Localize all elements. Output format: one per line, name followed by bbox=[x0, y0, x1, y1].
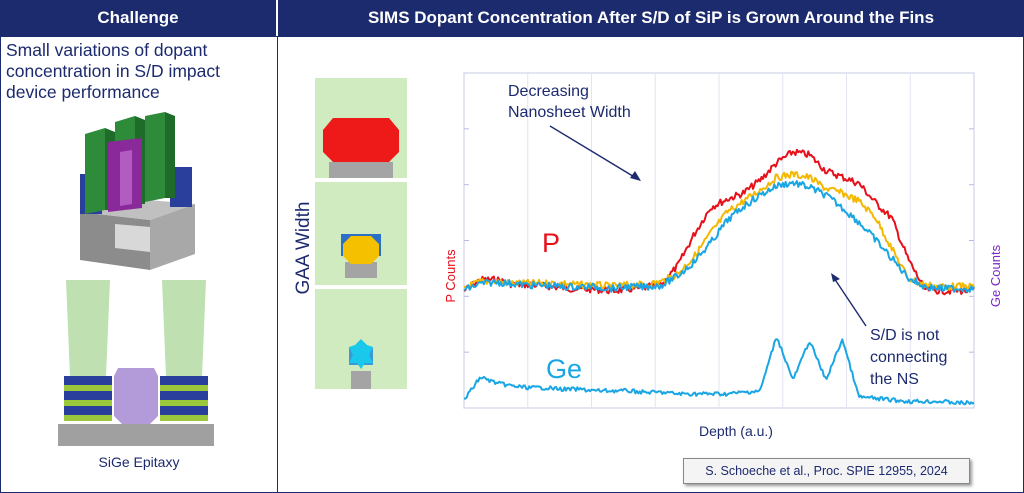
challenge-description: Small variations of dopant concentration… bbox=[6, 40, 220, 102]
x-axis-label: Depth (a.u.) bbox=[699, 423, 773, 439]
series-line-0 bbox=[463, 148, 975, 296]
decreasing-arrow bbox=[549, 125, 637, 179]
doe-tile-wide bbox=[315, 78, 407, 178]
challenge-header: Challenge bbox=[0, 0, 276, 36]
decreasing-annotation-line1: Decreasing bbox=[508, 83, 589, 100]
doe-tile-narrow bbox=[315, 289, 407, 389]
sd-annotation-line3: the NS bbox=[870, 371, 919, 388]
ge-series-label: Ge bbox=[546, 354, 582, 384]
y-axis-label-right: Ge Counts bbox=[988, 244, 1003, 307]
decreasing-annotation-line2: Nanosheet Width bbox=[508, 104, 631, 121]
decreasing-arrow-head bbox=[630, 171, 641, 181]
citation-box: S. Schoeche et al., Proc. SPIE 12955, 20… bbox=[683, 458, 970, 484]
y-axis-label-left: P Counts bbox=[443, 249, 458, 303]
sims-chart: P Ge Decreasing Nanosheet Width S/D is n… bbox=[443, 72, 1003, 439]
doe-tile-medium bbox=[315, 182, 407, 285]
sd-arrow-head bbox=[831, 273, 840, 282]
sd-annotation-line1: S/D is not bbox=[870, 327, 940, 344]
sd-annotation-line2: connecting bbox=[870, 349, 947, 366]
series-line-3 bbox=[463, 338, 975, 406]
series-line-2 bbox=[463, 180, 975, 293]
p-series-label: P bbox=[542, 228, 560, 258]
gaa-device-illustration bbox=[80, 112, 195, 270]
sige-epitaxy-label: SiGe Epitaxy bbox=[98, 454, 180, 470]
sims-header: SIMS Dopant Concentration After S/D of S… bbox=[278, 0, 1024, 36]
sd-arrow bbox=[833, 277, 867, 327]
sige-epitaxy-illustration bbox=[58, 280, 214, 446]
